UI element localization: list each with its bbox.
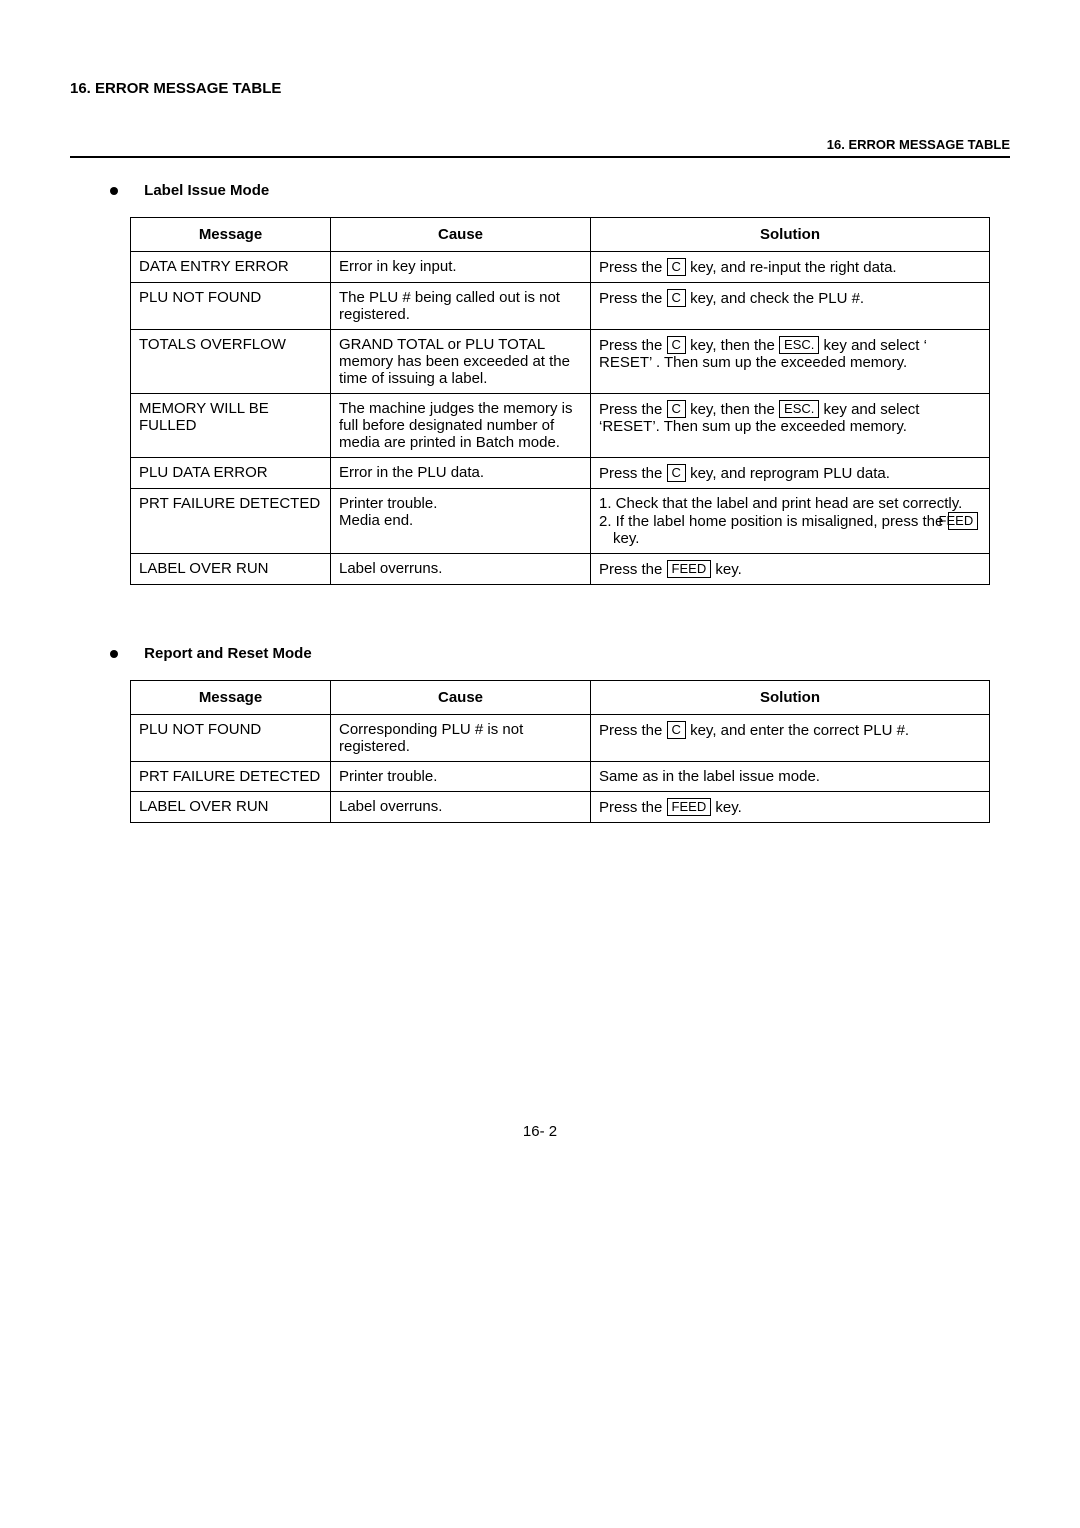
text: key. <box>711 561 742 578</box>
table-row: TOTALS OVERFLOW GRAND TOTAL or PLU TOTAL… <box>131 330 990 394</box>
section-header-top: 16. ERROR MESSAGE TABLE <box>70 80 1010 97</box>
col-solution: Solution <box>591 681 990 715</box>
cell-message: PRT FAILURE DETECTED <box>131 489 331 554</box>
text: Press the <box>599 799 667 816</box>
c-key-icon: C <box>667 400 686 418</box>
col-message: Message <box>131 681 331 715</box>
cell-cause: Error in key input. <box>331 252 591 283</box>
cell-message: PRT FAILURE DETECTED <box>131 762 331 792</box>
table-row: PLU NOT FOUND Corresponding PLU # is not… <box>131 715 990 762</box>
col-message: Message <box>131 218 331 252</box>
col-cause: Cause <box>331 218 591 252</box>
label-mode-heading: Label Issue Mode <box>110 182 1010 199</box>
table-row: PLU NOT FOUND The PLU # being called out… <box>131 283 990 330</box>
text: Press the <box>599 259 667 276</box>
cell-solution: Press the C key, then the ESC. key and s… <box>591 394 990 458</box>
page-number: 16- 2 <box>70 1123 1010 1140</box>
cell-solution: Same as in the label issue mode. <box>591 762 990 792</box>
text: key, and re-input the right data. <box>686 259 897 276</box>
table-row: PLU DATA ERROR Error in the PLU data. Pr… <box>131 458 990 489</box>
c-key-icon: C <box>667 289 686 307</box>
text: key. <box>711 799 742 816</box>
cell-message: TOTALS OVERFLOW <box>131 330 331 394</box>
table-row: LABEL OVER RUN Label overruns. Press the… <box>131 792 990 823</box>
label-mode-title: Label Issue Mode <box>144 182 269 199</box>
table-row: LABEL OVER RUN Label overruns. Press the… <box>131 554 990 585</box>
list-item: 2. If the label home position is misalig… <box>599 512 981 547</box>
cell-solution: Press the C key, then the ESC. key and s… <box>591 330 990 394</box>
cell-solution: Press the C key, and re-input the right … <box>591 252 990 283</box>
report-mode-heading: Report and Reset Mode <box>110 645 1010 662</box>
text: Press the <box>599 337 667 354</box>
feed-key-icon: FEED <box>948 512 979 530</box>
table-row: PRT FAILURE DETECTED Printer trouble. Sa… <box>131 762 990 792</box>
text: Press the <box>599 290 667 307</box>
table-header-row: Message Cause Solution <box>131 218 990 252</box>
cell-solution: Press the FEED key. <box>591 554 990 585</box>
table-row: MEMORY WILL BE FULLED The machine judges… <box>131 394 990 458</box>
cell-message: PLU NOT FOUND <box>131 283 331 330</box>
cell-cause: Label overruns. <box>331 554 591 585</box>
c-key-icon: C <box>667 464 686 482</box>
section-header-right: 16. ERROR MESSAGE TABLE <box>70 137 1010 152</box>
text: key, then the <box>686 337 779 354</box>
text: Press the <box>599 561 667 578</box>
c-key-icon: C <box>667 336 686 354</box>
cell-solution: Press the C key, and reprogram PLU data. <box>591 458 990 489</box>
report-mode-title: Report and Reset Mode <box>144 645 312 662</box>
text: Press the <box>599 722 667 739</box>
cell-message: DATA ENTRY ERROR <box>131 252 331 283</box>
text: key, then the <box>686 401 779 418</box>
cell-message: PLU NOT FOUND <box>131 715 331 762</box>
text: Press the <box>599 401 667 418</box>
col-cause: Cause <box>331 681 591 715</box>
cell-message: LABEL OVER RUN <box>131 792 331 823</box>
feed-key-icon: FEED <box>667 798 712 816</box>
c-key-icon: C <box>667 258 686 276</box>
cell-cause: Error in the PLU data. <box>331 458 591 489</box>
cell-solution: Press the C key, and check the PLU #. <box>591 283 990 330</box>
feed-key-icon: FEED <box>667 560 712 578</box>
label-mode-table: Message Cause Solution DATA ENTRY ERROR … <box>130 217 990 585</box>
c-key-icon: C <box>667 721 686 739</box>
esc-key-icon: ESC. <box>779 336 819 354</box>
table-row: PRT FAILURE DETECTED Printer trouble. Me… <box>131 489 990 554</box>
table-row: DATA ENTRY ERROR Error in key input. Pre… <box>131 252 990 283</box>
cell-solution: Press the C key, and enter the correct P… <box>591 715 990 762</box>
list-item: 1. Check that the label and print head a… <box>599 495 981 512</box>
text: key, and check the PLU #. <box>686 290 864 307</box>
col-solution: Solution <box>591 218 990 252</box>
cell-cause: Corresponding PLU # is not registered. <box>331 715 591 762</box>
text: key, and reprogram PLU data. <box>686 465 890 482</box>
cell-cause: The machine judges the memory is full be… <box>331 394 591 458</box>
cell-message: PLU DATA ERROR <box>131 458 331 489</box>
cell-cause: Printer trouble. <box>331 762 591 792</box>
cell-message: MEMORY WILL BE FULLED <box>131 394 331 458</box>
cell-cause: The PLU # being called out is not regist… <box>331 283 591 330</box>
bullet-icon <box>110 650 118 658</box>
text: key, and enter the correct PLU #. <box>686 722 909 739</box>
cell-solution: 1. Check that the label and print head a… <box>591 489 990 554</box>
text: Press the <box>599 465 667 482</box>
cell-message: LABEL OVER RUN <box>131 554 331 585</box>
text: key. <box>613 530 639 547</box>
bullet-icon <box>110 187 118 195</box>
esc-key-icon: ESC. <box>779 400 819 418</box>
table-header-row: Message Cause Solution <box>131 681 990 715</box>
cell-cause: GRAND TOTAL or PLU TOTAL memory has been… <box>331 330 591 394</box>
text: 2. If the label home position is misalig… <box>599 513 948 530</box>
cell-solution: Press the FEED key. <box>591 792 990 823</box>
cell-cause: Label overruns. <box>331 792 591 823</box>
header-rule <box>70 156 1010 158</box>
report-mode-table: Message Cause Solution PLU NOT FOUND Cor… <box>130 680 990 823</box>
cell-cause: Printer trouble. Media end. <box>331 489 591 554</box>
